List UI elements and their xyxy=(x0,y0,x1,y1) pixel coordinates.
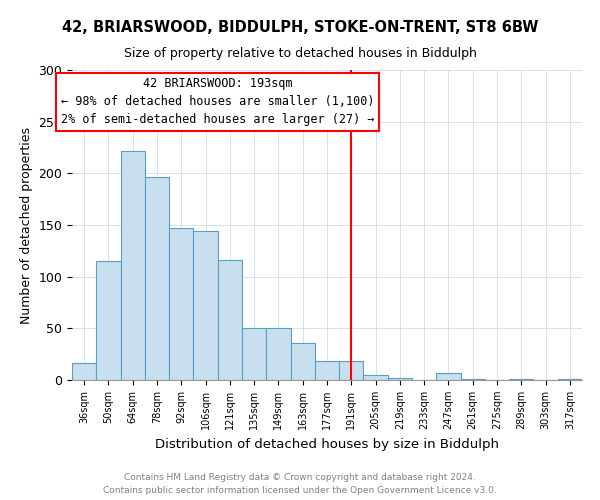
Text: Contains HM Land Registry data © Crown copyright and database right 2024.
Contai: Contains HM Land Registry data © Crown c… xyxy=(103,474,497,495)
Bar xyxy=(266,328,290,380)
Bar xyxy=(558,379,582,380)
Bar xyxy=(96,261,121,380)
Y-axis label: Number of detached properties: Number of detached properties xyxy=(20,126,33,324)
Bar xyxy=(169,228,193,380)
Bar xyxy=(364,375,388,380)
Bar xyxy=(461,379,485,380)
Bar xyxy=(218,260,242,380)
Bar xyxy=(339,362,364,380)
Text: Size of property relative to detached houses in Biddulph: Size of property relative to detached ho… xyxy=(124,48,476,60)
Bar xyxy=(388,378,412,380)
Bar xyxy=(290,343,315,380)
Text: 42, BRIARSWOOD, BIDDULPH, STOKE-ON-TRENT, ST8 6BW: 42, BRIARSWOOD, BIDDULPH, STOKE-ON-TRENT… xyxy=(62,20,538,35)
Bar xyxy=(72,364,96,380)
Text: 42 BRIARSWOOD: 193sqm
← 98% of detached houses are smaller (1,100)
2% of semi-de: 42 BRIARSWOOD: 193sqm ← 98% of detached … xyxy=(61,77,374,126)
Bar xyxy=(436,373,461,380)
Bar xyxy=(193,231,218,380)
X-axis label: Distribution of detached houses by size in Biddulph: Distribution of detached houses by size … xyxy=(155,438,499,450)
Bar xyxy=(145,178,169,380)
Bar xyxy=(121,150,145,380)
Bar xyxy=(509,379,533,380)
Bar xyxy=(315,362,339,380)
Bar xyxy=(242,328,266,380)
